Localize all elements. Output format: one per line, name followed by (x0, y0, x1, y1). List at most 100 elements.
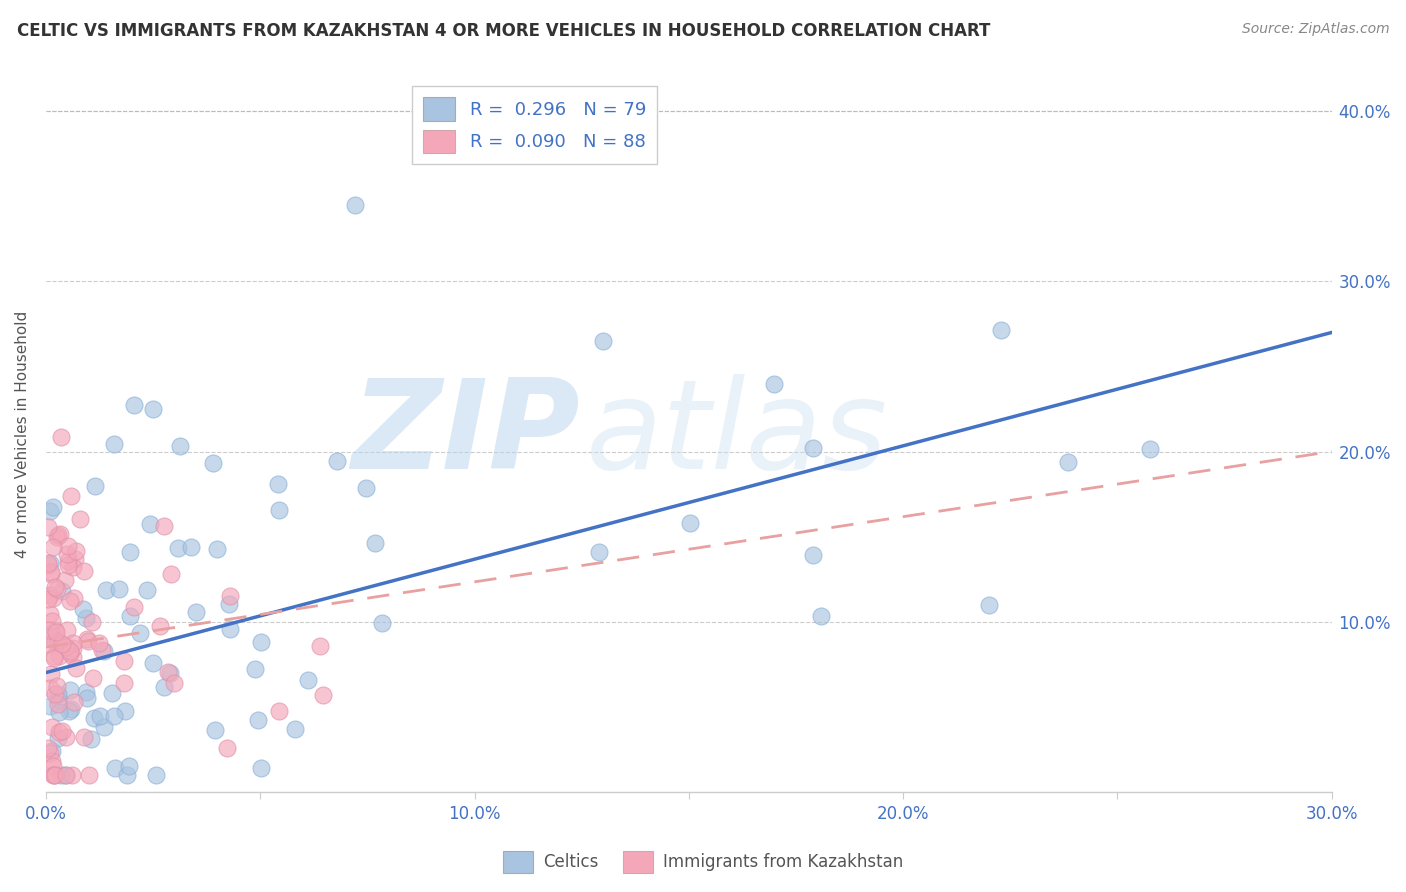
Point (44, 767, 66, 781)
Point (62, 695, 84, 709)
Point (218, 597, 240, 611)
Point (249, 760, 271, 774)
Point (297, 673, 319, 688)
Point (112, 654, 135, 668)
Point (39, 629, 62, 643)
Point (59, 646, 82, 660)
Point (101, 686, 124, 700)
Point (46, 528, 69, 542)
Point (160, 566, 183, 581)
Point (39, 699, 62, 714)
Point (38, 746, 60, 760)
Point (42, 649, 65, 664)
Point (142, 656, 165, 670)
Point (55, 731, 77, 745)
Point (243, 662, 266, 676)
Point (167, 541, 190, 555)
Point (56, 554, 79, 568)
Point (45, 625, 67, 640)
Point (592, 334, 614, 348)
Point (204, 723, 226, 738)
Point (55, 640, 77, 654)
Text: atlas: atlas (586, 374, 889, 495)
Point (93, 720, 115, 734)
Point (46, 530, 69, 544)
Point (76, 690, 98, 705)
Point (42, 651, 65, 665)
Text: CELTIC VS IMMIGRANTS FROM KAZAKHSTAN 4 OR MORE VEHICLES IN HOUSEHOLD CORRELATION: CELTIC VS IMMIGRANTS FROM KAZAKHSTAN 4 O… (17, 22, 990, 40)
Point (44, 634, 66, 648)
Point (51, 637, 73, 651)
Point (679, 516, 702, 530)
Point (284, 722, 307, 736)
Point (62, 636, 84, 650)
Point (129, 625, 152, 640)
Point (219, 589, 242, 603)
Point (42, 591, 65, 605)
Point (62, 559, 84, 574)
Point (44, 580, 66, 594)
Point (69, 512, 91, 526)
Point (115, 767, 138, 781)
Point (135, 582, 157, 597)
Point (60, 767, 83, 781)
Point (118, 759, 141, 773)
Point (59, 644, 82, 658)
Point (309, 640, 332, 654)
Point (44, 767, 66, 781)
Point (103, 709, 125, 723)
Point (73, 564, 96, 578)
Point (104, 761, 127, 775)
Point (37, 558, 59, 573)
Point (53, 573, 76, 587)
Point (42, 759, 65, 773)
Point (73, 731, 96, 745)
Point (91, 643, 114, 657)
Point (87, 636, 110, 650)
Point (48, 693, 70, 707)
Point (246, 713, 269, 727)
Point (159, 665, 181, 680)
Point (186, 605, 208, 619)
Legend: R =  0.296   N = 79, R =  0.090   N = 88: R = 0.296 N = 79, R = 0.090 N = 88 (412, 87, 657, 163)
Point (65, 660, 87, 674)
Point (56, 548, 79, 562)
Point (267, 476, 290, 491)
Point (37, 556, 59, 570)
Point (343, 198, 366, 212)
Point (371, 615, 394, 630)
Point (41, 743, 63, 757)
Point (39, 566, 62, 581)
Point (138, 516, 160, 531)
Point (63, 551, 86, 566)
Point (51, 583, 73, 598)
Point (364, 536, 387, 550)
Point (41, 614, 63, 628)
Point (82, 615, 104, 630)
Point (60, 701, 83, 715)
Point (990, 323, 1012, 337)
Point (58, 594, 80, 608)
Point (89, 708, 111, 723)
Point (59, 682, 82, 697)
Point (120, 609, 142, 624)
Point (46, 731, 69, 745)
Point (56, 539, 79, 553)
Point (63, 591, 86, 605)
Point (107, 582, 129, 596)
Point (37, 637, 59, 651)
Point (41, 720, 63, 734)
Point (37, 623, 59, 637)
Point (48, 705, 70, 719)
Point (312, 688, 335, 702)
Point (79, 731, 101, 746)
Point (62, 650, 84, 665)
Point (977, 598, 1000, 612)
Point (46, 698, 69, 712)
Point (93, 644, 115, 658)
Point (1057, 455, 1080, 469)
Text: ZIP: ZIP (350, 374, 579, 495)
Point (46, 633, 69, 648)
Point (48, 725, 70, 739)
Point (56, 558, 79, 572)
